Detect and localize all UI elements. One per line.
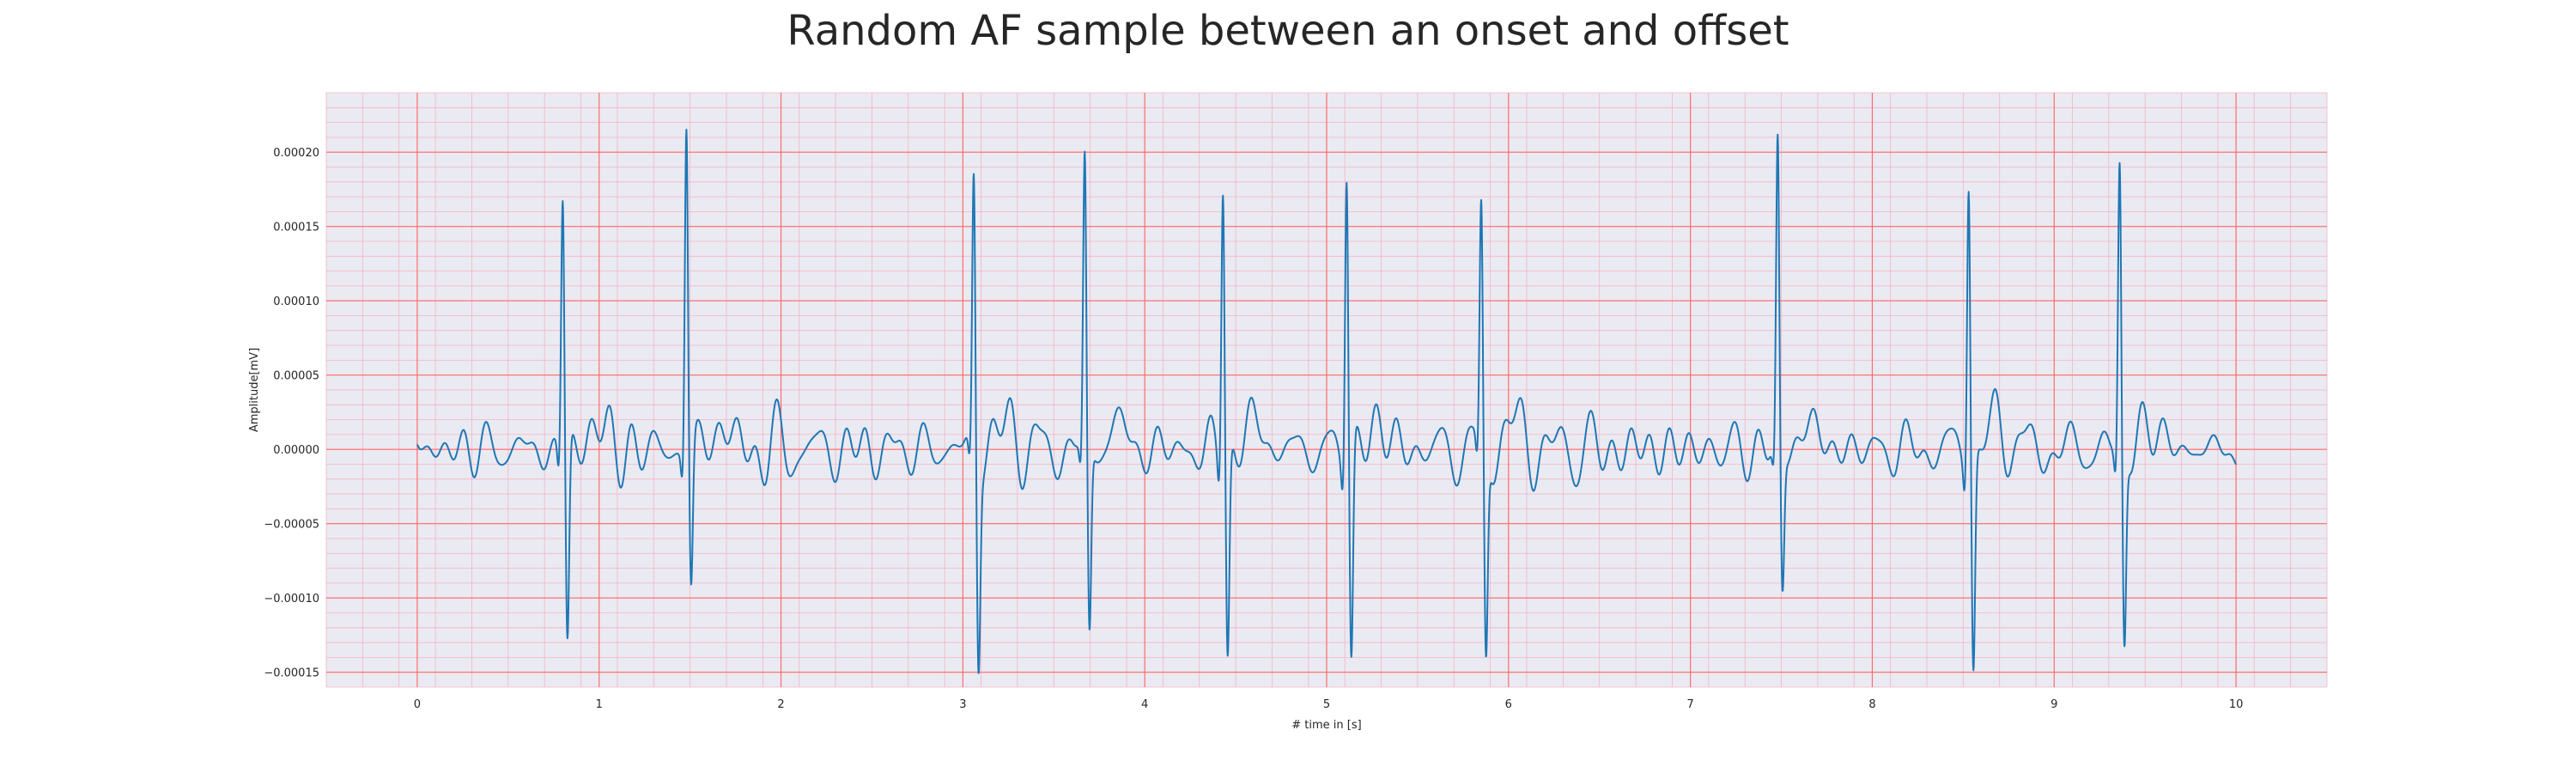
y-tick-label: −0.00010	[264, 593, 319, 606]
ecg-trace-line	[416, 128, 2237, 674]
x-tick-label: 9	[2050, 698, 2057, 711]
y-axis-ticks: −0.00015 −0.00010 −0.00005 0.00000 0.00005 0.…	[264, 147, 319, 680]
x-tick-label: 7	[1686, 698, 1693, 711]
x-tick-label: 5	[1323, 698, 1330, 711]
x-tick-label: 1	[596, 698, 603, 711]
y-tick-label: 0.00005	[273, 370, 319, 383]
y-tick-label: 0.00010	[273, 295, 319, 308]
y-tick-label: −0.00005	[264, 519, 319, 532]
x-tick-label: 10	[2229, 698, 2244, 711]
x-tick-label: 2	[777, 698, 784, 711]
x-axis-label: # time in [s]	[1291, 719, 1361, 732]
y-tick-label: −0.00015	[264, 667, 319, 680]
y-tick-label: 0.00015	[273, 222, 319, 234]
series-layer	[416, 128, 2237, 674]
chart-title: Random AF sample between an onset and of…	[787, 7, 1789, 55]
x-tick-label: 8	[1868, 698, 1875, 711]
x-tick-label: 0	[414, 698, 421, 711]
x-tick-label: 6	[1505, 698, 1512, 711]
major-grid	[326, 93, 2327, 687]
y-axis-label: Amplitude[mV]	[248, 348, 261, 432]
y-tick-label: 0.00000	[273, 444, 319, 457]
y-tick-label: 0.00020	[273, 147, 319, 160]
x-tick-label: 3	[959, 698, 966, 711]
x-tick-label: 4	[1141, 698, 1148, 711]
x-axis-ticks: 0 1 2 3 4 5 6 7 8 9 10	[414, 698, 2244, 711]
